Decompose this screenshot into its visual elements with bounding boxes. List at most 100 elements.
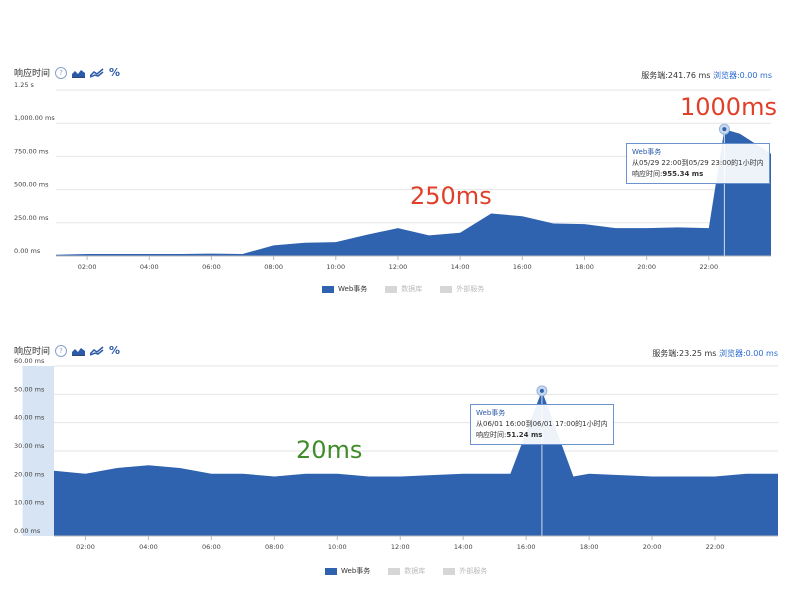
help-icon[interactable]: ? (55, 66, 68, 79)
tooltip-title: Web事务 (632, 148, 662, 156)
data-point (116, 467, 118, 469)
data-point (708, 227, 710, 229)
y-tick-label: 40.00 ms (14, 414, 45, 422)
annotation-mid: 250ms (410, 182, 492, 210)
chart-panel-2: 响应时间 ? % 服务端:23.25 ms 浏览器:0.00 ms 0.00 m… (0, 300, 800, 596)
server-stat-label: 服务端: (652, 349, 680, 358)
y-tick-label: 10.00 ms (14, 499, 45, 507)
data-point (521, 215, 523, 217)
data-point (397, 227, 399, 229)
percent-icon[interactable]: % (109, 66, 121, 79)
data-point (572, 475, 574, 477)
data-point (272, 244, 274, 246)
data-point (462, 472, 464, 474)
chart-panel-1: 响应时间 ? % 服务端:241.76 ms 浏览器:0.00 ms 0.00 … (0, 0, 800, 300)
line-chart-icon[interactable] (90, 67, 104, 78)
y-tick-label: 50.00 ms (14, 385, 45, 393)
server-stat-value: 241.76 ms (667, 71, 711, 80)
x-tick-label: 08:00 (265, 543, 284, 551)
data-point (459, 232, 461, 234)
legend-item-database[interactable]: 数据库 (385, 284, 422, 294)
data-point (179, 253, 181, 255)
data-point (583, 223, 585, 225)
y-tick-label: 750.00 ms (14, 147, 49, 155)
data-point (242, 472, 244, 474)
x-tick-label: 06:00 (202, 543, 221, 551)
server-stat-value: 23.25 ms (679, 349, 717, 358)
legend-label: Web事务 (341, 567, 371, 575)
series-area-web (54, 390, 778, 536)
percent-icon[interactable]: % (109, 344, 121, 357)
data-point (682, 475, 684, 477)
x-tick-label: 20:00 (643, 543, 662, 551)
tooltip-value-label: 响应时间: (632, 170, 663, 178)
y-tick-label: 30.00 ms (14, 442, 45, 450)
data-point (273, 475, 275, 477)
tooltip-range: 从05/29 22:00到05/29 23:00的1小时内 (632, 159, 764, 167)
tooltip-range: 从06/01 16:00到06/01 17:00的1小时内 (476, 420, 608, 428)
line-chart-icon[interactable] (90, 345, 104, 356)
hover-marker-dot (539, 388, 544, 393)
data-point (619, 474, 621, 476)
response-time-chart[interactable]: 0.00 ms 250.00 ms 500.00 ms 750.00 ms 1,000.… (0, 0, 800, 300)
x-tick-label: 14:00 (451, 263, 470, 271)
x-tick-label: 08:00 (264, 263, 283, 271)
y-tick-label: 1,000.00 ms (14, 114, 55, 122)
data-point (745, 472, 747, 474)
tooltip-value-label: 响应时间: (476, 431, 507, 439)
tooltip-title: Web事务 (476, 409, 506, 417)
legend-item-web[interactable]: Web事务 (325, 566, 370, 576)
annotation-peak: 1000ms (680, 93, 777, 121)
area-chart-icon[interactable] (72, 346, 86, 356)
browser-stat-value[interactable]: 0.00 ms (739, 71, 772, 80)
x-tick-label: 16:00 (513, 263, 532, 271)
browser-stat-value[interactable]: 0.00 ms (745, 349, 778, 358)
area-chart-icon[interactable] (72, 68, 86, 78)
legend-item-external[interactable]: 外部服务 (443, 566, 487, 576)
y-tick-label: 0.00 ms (14, 527, 41, 535)
x-tick-label: 16:00 (517, 543, 536, 551)
data-point (84, 472, 86, 474)
data-point (368, 475, 370, 477)
data-point (305, 472, 307, 474)
data-point (179, 467, 181, 469)
chart-tooltip: Web事务 从06/01 16:00到06/01 17:00的1小时内 响应时间… (470, 404, 614, 445)
annotation-baseline: 20ms (296, 436, 363, 464)
data-point (490, 212, 492, 214)
data-point (428, 234, 430, 236)
x-tick-label: 22:00 (699, 263, 718, 271)
data-point (336, 472, 338, 474)
header-stats: 服务端:241.76 ms 浏览器:0.00 ms (641, 70, 772, 81)
data-point (335, 241, 337, 243)
server-stat-label: 服务端: (641, 71, 668, 80)
x-tick-label: 10:00 (328, 543, 347, 551)
help-icon[interactable]: ? (55, 344, 68, 357)
data-point (303, 242, 305, 244)
tooltip-value-row: 响应时间:955.34 ms (632, 169, 764, 180)
hover-band (22, 366, 54, 536)
browser-stat-label[interactable]: 浏览器: (712, 71, 740, 80)
legend-item-database[interactable]: 数据库 (388, 566, 425, 576)
data-point (677, 226, 679, 228)
data-point (509, 472, 511, 474)
legend-item-external[interactable]: 外部服务 (440, 284, 484, 294)
data-point (86, 253, 88, 255)
data-point (493, 472, 495, 474)
y-tick-label: 250.00 ms (14, 214, 49, 222)
y-tick-label: 0.00 ms (14, 247, 41, 255)
response-time-chart[interactable]: 0.00 ms 10.00 ms 20.00 ms 30.00 ms 40.00 ms 5… (0, 300, 800, 596)
legend-label: 外部服务 (459, 567, 488, 575)
x-tick-label: 06:00 (202, 263, 221, 271)
tooltip-value: 955.34 ms (662, 170, 704, 178)
x-tick-label: 04:00 (139, 543, 158, 551)
x-tick-label: 14:00 (454, 543, 473, 551)
tooltip-value-row: 响应时间:51.24 ms (476, 430, 608, 441)
y-tick-label: 500.00 ms (14, 181, 49, 189)
chart-toolbar: 响应时间 ? % (14, 344, 120, 357)
chart-title: 响应时间 (14, 347, 51, 357)
data-point (431, 474, 433, 476)
legend-item-web[interactable]: Web事务 (322, 284, 367, 294)
data-point (714, 475, 716, 477)
hover-marker-dot (722, 127, 727, 132)
browser-stat-label[interactable]: 浏览器: (718, 349, 746, 358)
